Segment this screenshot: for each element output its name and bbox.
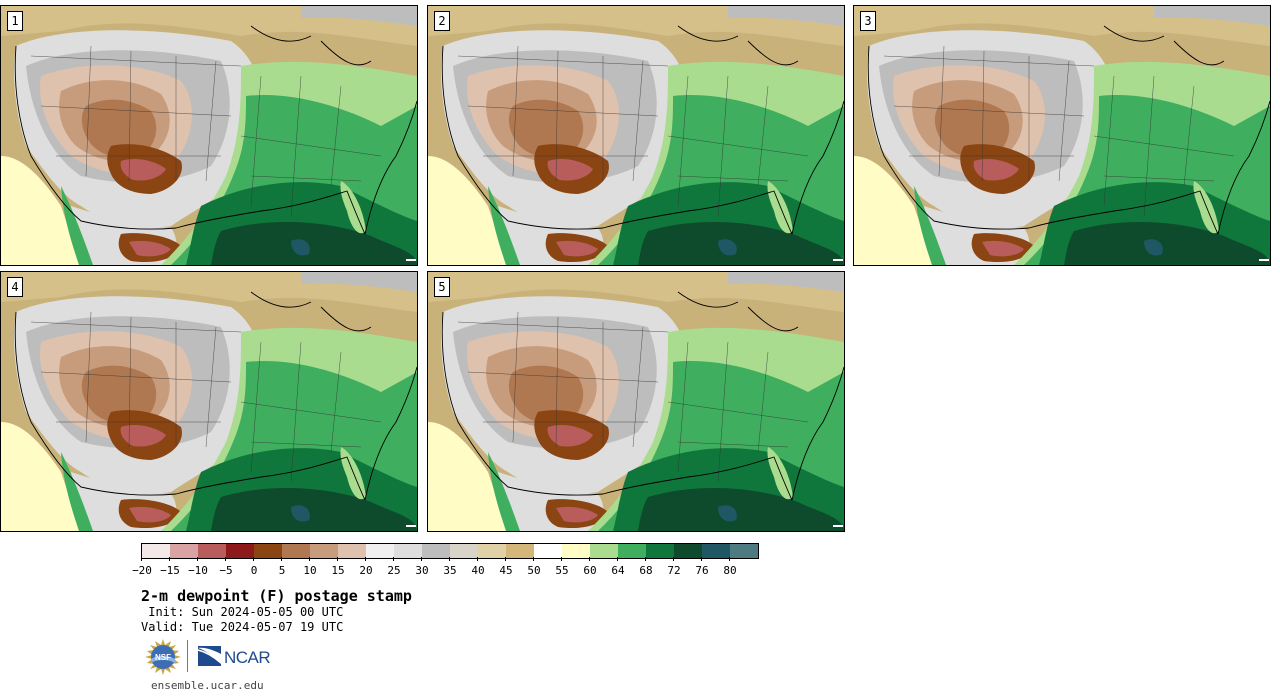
colorbar-tick-label: 60 bbox=[583, 564, 597, 577]
colorbar-swatch bbox=[702, 544, 730, 558]
colorbar-swatch bbox=[394, 544, 422, 558]
colorbar-tick bbox=[253, 557, 254, 561]
colorbar-tick bbox=[281, 557, 282, 561]
colorbar-tick-label: 72 bbox=[667, 564, 681, 577]
map-panel-4: 4 bbox=[0, 271, 418, 532]
map-image-5 bbox=[428, 272, 844, 531]
colorbar-swatch bbox=[450, 544, 478, 558]
map-panel-3: 3 bbox=[853, 5, 1271, 266]
colorbar-tick bbox=[477, 557, 478, 561]
colorbar-swatch bbox=[366, 544, 394, 558]
colorbar-tick-label: 55 bbox=[555, 564, 569, 577]
colorbar-swatch bbox=[422, 544, 450, 558]
colorbar-tick-label: 40 bbox=[471, 564, 485, 577]
colorbar-swatch bbox=[310, 544, 338, 558]
colorbar-tick bbox=[309, 557, 310, 561]
site-url: ensemble.ucar.edu bbox=[151, 679, 264, 692]
map-panel-2: 2 bbox=[427, 5, 845, 266]
colorbar-swatch bbox=[618, 544, 646, 558]
map-image-1 bbox=[1, 6, 417, 265]
map-image-4 bbox=[1, 272, 417, 531]
colorbar-swatch bbox=[226, 544, 254, 558]
colorbar-tick-label: 10 bbox=[303, 564, 317, 577]
colorbar-tick bbox=[645, 557, 646, 561]
colorbar-tick-label: 15 bbox=[331, 564, 345, 577]
page-title: 2-m dewpoint (F) postage stamp bbox=[141, 587, 412, 605]
colorbar-swatch bbox=[170, 544, 198, 558]
colorbar-tick bbox=[421, 557, 422, 561]
colorbar-tick-label: −10 bbox=[188, 564, 208, 577]
map-image-3 bbox=[854, 6, 1270, 265]
colorbar-tick-label: 0 bbox=[250, 564, 258, 577]
colorbar-swatch bbox=[506, 544, 534, 558]
valid-time: Valid: Tue 2024-05-07 19 UTC bbox=[141, 620, 344, 634]
colorbar-tick-label: 25 bbox=[387, 564, 401, 577]
colorbar-tick bbox=[561, 557, 562, 561]
colorbar-tick-label: 45 bbox=[499, 564, 513, 577]
colorbar-swatch bbox=[254, 544, 282, 558]
svg-text:NSF: NSF bbox=[155, 653, 171, 662]
colorbar-tick bbox=[533, 557, 534, 561]
colorbar-tick bbox=[673, 557, 674, 561]
colorbar-tick-label: 68 bbox=[639, 564, 653, 577]
panel-number-5: 5 bbox=[434, 277, 450, 297]
colorbar-swatch bbox=[590, 544, 618, 558]
colorbar-tick-label: −5 bbox=[219, 564, 233, 577]
colorbar-swatch bbox=[338, 544, 366, 558]
map-panel-1: 1 bbox=[0, 5, 418, 266]
colorbar-swatch bbox=[478, 544, 506, 558]
colorbar-tick bbox=[197, 557, 198, 561]
colorbar-swatch bbox=[562, 544, 590, 558]
colorbar-swatch bbox=[198, 544, 226, 558]
colorbar-swatch bbox=[646, 544, 674, 558]
colorbar-tick bbox=[365, 557, 366, 561]
colorbar-tick bbox=[729, 557, 730, 561]
colorbar-tick-label: 20 bbox=[359, 564, 373, 577]
colorbar-tick bbox=[169, 557, 170, 561]
colorbar-tick bbox=[449, 557, 450, 561]
colorbar-tick bbox=[701, 557, 702, 561]
colorbar-tick-label: 35 bbox=[443, 564, 457, 577]
colorbar-tick bbox=[141, 557, 142, 561]
colorbar-tick bbox=[225, 557, 226, 561]
colorbar-swatch bbox=[674, 544, 702, 558]
colorbar-swatch bbox=[142, 544, 170, 558]
colorbar-swatch bbox=[730, 544, 758, 558]
colorbar bbox=[141, 543, 759, 559]
colorbar-tick-label: 30 bbox=[415, 564, 429, 577]
map-image-2 bbox=[428, 6, 844, 265]
logo-separator bbox=[187, 640, 188, 672]
colorbar-tick bbox=[589, 557, 590, 561]
colorbar-tick-label: −15 bbox=[160, 564, 180, 577]
nsf-logo: NSF bbox=[145, 639, 181, 675]
init-time: Init: Sun 2024-05-05 00 UTC bbox=[141, 605, 344, 619]
colorbar-swatch bbox=[282, 544, 310, 558]
colorbar-tick-label: 76 bbox=[695, 564, 709, 577]
colorbar-tick bbox=[337, 557, 338, 561]
colorbar-tick-label: 50 bbox=[527, 564, 541, 577]
colorbar-tick-label: 80 bbox=[723, 564, 737, 577]
colorbar-tick-label: 64 bbox=[611, 564, 625, 577]
map-panel-5: 5 bbox=[427, 271, 845, 532]
panel-number-1: 1 bbox=[7, 11, 23, 31]
colorbar-tick-label: −20 bbox=[132, 564, 152, 577]
panel-number-2: 2 bbox=[434, 11, 450, 31]
ncar-wordmark: NCAR bbox=[224, 648, 271, 667]
colorbar-tick bbox=[393, 557, 394, 561]
ncar-logo bbox=[197, 646, 222, 666]
colorbar-swatch bbox=[534, 544, 562, 558]
colorbar-tick-label: 5 bbox=[278, 564, 286, 577]
colorbar-tick bbox=[617, 557, 618, 561]
colorbar-tick bbox=[505, 557, 506, 561]
panel-number-4: 4 bbox=[7, 277, 23, 297]
panel-number-3: 3 bbox=[860, 11, 876, 31]
